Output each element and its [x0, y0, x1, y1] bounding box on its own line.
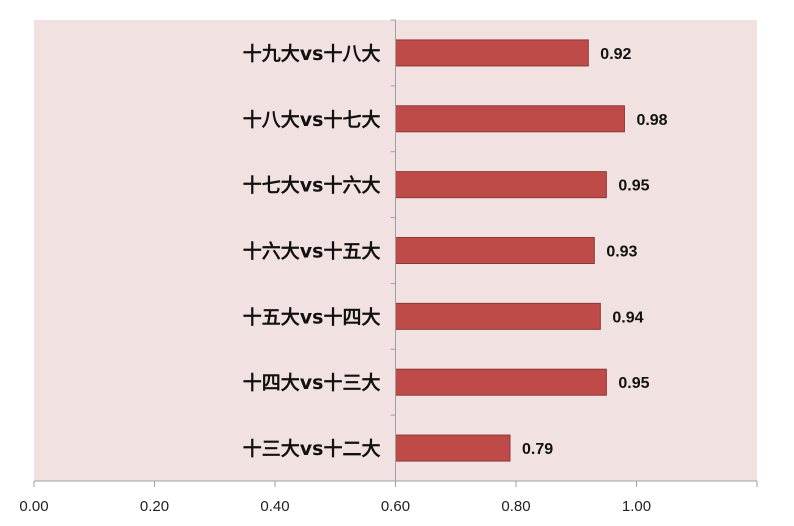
category-label: 十八大vs十七大 [243, 108, 381, 131]
data-label: 0.95 [618, 375, 649, 392]
data-label: 0.94 [612, 309, 643, 326]
bar [395, 237, 595, 264]
bar [395, 302, 601, 330]
category-label: 十四大vs十三大 [243, 371, 381, 394]
bar [395, 368, 607, 396]
bar [395, 434, 511, 462]
x-tick-label: 1.00 [622, 498, 651, 515]
bar [395, 105, 625, 133]
x-tick-label: 0.40 [260, 498, 289, 515]
bar [395, 39, 589, 67]
bar [395, 171, 607, 199]
category-label: 十六大vs十五大 [243, 240, 381, 263]
data-label: 0.92 [600, 46, 631, 63]
x-tick-label: 0.60 [381, 498, 410, 515]
category-label: 十五大vs十四大 [243, 305, 381, 328]
x-tick-label: 0.80 [501, 498, 530, 515]
category-label: 十三大vs十二大 [243, 437, 381, 460]
data-label: 0.98 [636, 112, 667, 129]
data-label: 0.95 [618, 178, 649, 195]
x-tick-label: 0.20 [140, 498, 169, 515]
x-tick-label: 0.00 [19, 498, 48, 515]
data-label: 0.93 [606, 244, 637, 261]
category-label: 十七大vs十六大 [243, 174, 381, 197]
data-label: 0.79 [522, 441, 553, 458]
category-label: 十九大vs十八大 [243, 42, 381, 65]
